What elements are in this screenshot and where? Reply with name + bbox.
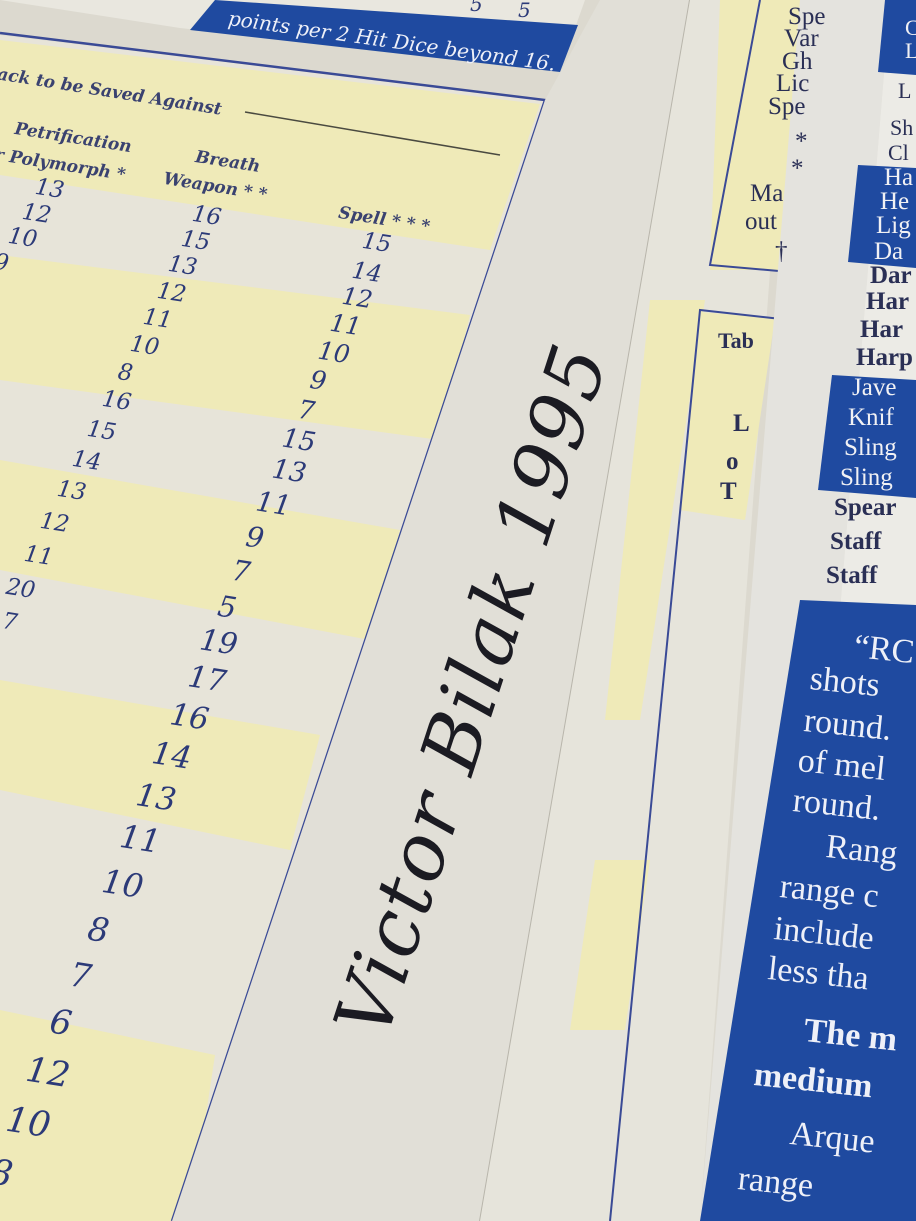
- box-line: Spe: [788, 3, 826, 30]
- weapon-row: Har: [860, 316, 904, 343]
- weapon-row: Staff: [826, 562, 878, 589]
- right-header-line: L: [898, 78, 912, 103]
- weapon-row: Da: [874, 238, 904, 265]
- table-cell-breath: 13: [166, 250, 200, 282]
- right-header-line: Cl: [888, 140, 909, 165]
- overlap-strip: [700, 0, 890, 1221]
- table-cell-spell: 11: [253, 485, 294, 523]
- table-cell-petrification: 10: [6, 222, 40, 254]
- weapon-row: Knif: [848, 404, 894, 431]
- fold-strip: [172, 0, 690, 1221]
- table-cell-spell: 10: [315, 335, 352, 370]
- box-line: out: [745, 208, 777, 235]
- table-cell-spell: 15: [360, 227, 394, 259]
- weapon-row: Staff: [830, 528, 882, 555]
- table-cell-spell: 13: [133, 777, 179, 819]
- yellow-band: [0, 680, 320, 850]
- yellow-box: [710, 0, 800, 270]
- paragraph-line: shots: [808, 660, 882, 705]
- table-cell-spell: 11: [327, 307, 364, 342]
- table-cell-breath: 11: [141, 303, 175, 335]
- table-cell-spell: 12: [23, 1049, 73, 1097]
- right-header-line: C: [905, 15, 916, 40]
- table-cell-breath: 14: [70, 445, 104, 477]
- yellow-band: [0, 40, 540, 250]
- box-line: *: [791, 155, 804, 182]
- box-line: Lic: [776, 70, 810, 97]
- weapon-row: Jave: [852, 374, 897, 401]
- table-cell-breath: 12: [38, 507, 72, 539]
- yellow-band: [605, 300, 705, 720]
- paragraph-line: Rang: [824, 828, 900, 873]
- box-line: Spe: [768, 93, 806, 120]
- yellow-band: [0, 1010, 215, 1221]
- table-cell-spell: 11: [117, 817, 164, 861]
- table-cell-breath: 10: [128, 330, 162, 362]
- table-cell-spell: 13: [269, 453, 309, 490]
- box-line: T: [720, 478, 737, 505]
- yellow-band: [0, 255, 470, 440]
- box-line: †: [775, 238, 788, 265]
- caption-rule: [244, 111, 501, 156]
- table-cell-spell: 17: [185, 659, 229, 700]
- weapon-row: Lig: [876, 212, 911, 239]
- table-cell-breath: 16: [100, 385, 134, 417]
- weapon-row: Sling: [844, 434, 897, 461]
- top-number: 5: [470, 0, 483, 16]
- box-line: Ma: [750, 180, 784, 207]
- yellow-box: [680, 312, 775, 520]
- right-header-line: Sh: [890, 115, 914, 140]
- yellow-band: [0, 460, 400, 640]
- weapon-row: Harp: [856, 344, 913, 371]
- weapon-row: Spear: [834, 494, 897, 521]
- table-cell-spell: 15: [279, 422, 318, 459]
- yellow-band: [570, 860, 650, 1030]
- paragraph-line: range: [736, 1160, 816, 1205]
- box-border: [609, 308, 791, 1221]
- weapon-row: Sling: [840, 464, 893, 491]
- top-number: 5: [518, 0, 531, 22]
- box-line: o: [726, 448, 739, 475]
- blue-row: [818, 375, 916, 498]
- box-line: Gh: [782, 48, 813, 75]
- table-cell-breath: 15: [179, 225, 213, 257]
- table-cell-spell: 19: [197, 622, 240, 662]
- box-line: Tab: [718, 328, 754, 353]
- box-line: *: [795, 128, 808, 155]
- blue-row: [878, 0, 916, 75]
- top-banner: [190, 0, 578, 72]
- weapon-row: Ha: [884, 164, 914, 191]
- box-line: L: [733, 410, 750, 437]
- right-header-line: L: [905, 38, 916, 63]
- table-cell-breath: 16: [190, 200, 224, 232]
- table-cell-petrification: 13: [33, 173, 67, 205]
- table-cell-spell: 10: [3, 1099, 54, 1147]
- blue-row: [848, 165, 916, 268]
- table-cell-spell: 10: [99, 861, 147, 907]
- table-cell-breath: 20: [4, 573, 38, 605]
- box-line: Var: [784, 25, 819, 52]
- table-cell-spell: 16: [167, 697, 212, 738]
- blue-paragraph-box: [700, 600, 916, 1221]
- table-cell-breath: 15: [85, 415, 119, 447]
- weapon-row: He: [880, 188, 910, 215]
- table-cell-spell: 14: [149, 735, 195, 777]
- table-cell-breath: 13: [55, 475, 89, 507]
- weapon-row: Dar: [870, 262, 912, 289]
- table-cell-breath: 12: [155, 277, 189, 309]
- box-border: [708, 0, 791, 273]
- table-cell-breath: 11: [22, 540, 56, 572]
- weapon-row: Har: [866, 288, 910, 315]
